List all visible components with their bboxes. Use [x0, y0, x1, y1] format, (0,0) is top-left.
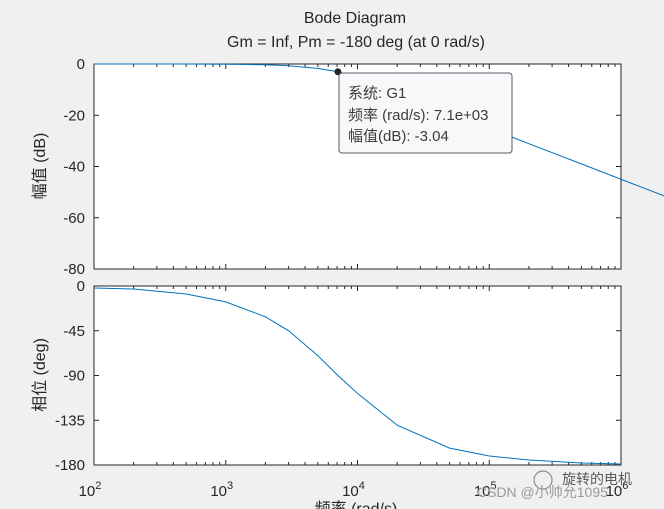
y-tick-label: -135	[55, 412, 85, 429]
y-tick-label: -60	[63, 210, 85, 227]
x-tick-label: 102	[79, 480, 102, 500]
y-tick-label: -180	[55, 457, 85, 474]
phase-y-axis-label: 相位 (deg)	[31, 338, 49, 412]
watermark-author: 旋转的电机	[562, 471, 632, 487]
data-tip-magnitude: 幅值(dB): -3.04	[348, 128, 449, 145]
magnitude-x-ticks	[93, 64, 616, 269]
chart-subtitle: Gm = Inf, Pm = -180 deg (at 0 rad/s)	[227, 34, 485, 51]
watermark: 旋转的电机 CSDN @小帅允1095	[477, 470, 632, 500]
y-tick-label: -80	[63, 261, 85, 278]
y-tick-label: -90	[63, 368, 85, 385]
y-tick-label: -40	[63, 159, 85, 176]
phase-plot[interactable]: 0 -45 -90 -135 -180 相位 (deg)	[31, 278, 622, 474]
y-tick-label: -45	[63, 323, 85, 340]
magnitude-y-axis-label: 幅值 (dB)	[31, 133, 49, 200]
y-tick-label: -20	[63, 107, 85, 124]
watermark-csdn: CSDN @小帅允1095	[477, 484, 608, 500]
data-tip-box	[338, 72, 513, 154]
phase-y-ticks: 0 -45 -90 -135 -180	[55, 278, 621, 474]
x-tick-label: 106	[606, 480, 629, 500]
data-tip[interactable]: 系统: G1 频率 (rad/s): 7.1e+03 幅值(dB): -3.04	[334, 68, 513, 154]
magnitude-y-ticks: 0 -20 -40 -60 -80	[63, 56, 621, 278]
x-tick-label: 105	[474, 480, 497, 500]
x-tick-label: 103	[210, 480, 233, 500]
data-tip-system: 系统: G1	[348, 85, 406, 102]
phase-series-line	[93, 287, 622, 465]
wechat-logo-icon	[533, 470, 553, 490]
data-tip-marker[interactable]	[334, 68, 342, 76]
chart-title: Bode Diagram	[304, 10, 406, 27]
phase-x-ticks	[93, 286, 616, 465]
y-tick-label: 0	[77, 56, 85, 73]
y-tick-label: 0	[77, 278, 85, 295]
x-axis-label: 频率 (rad/s)	[315, 500, 398, 509]
phase-axes	[93, 285, 622, 466]
x-tick-label: 104	[342, 480, 365, 500]
data-tip-frequency: 频率 (rad/s): 7.1e+03	[348, 107, 488, 124]
x-tick-labels: 102 103 104 105 106	[79, 480, 629, 500]
